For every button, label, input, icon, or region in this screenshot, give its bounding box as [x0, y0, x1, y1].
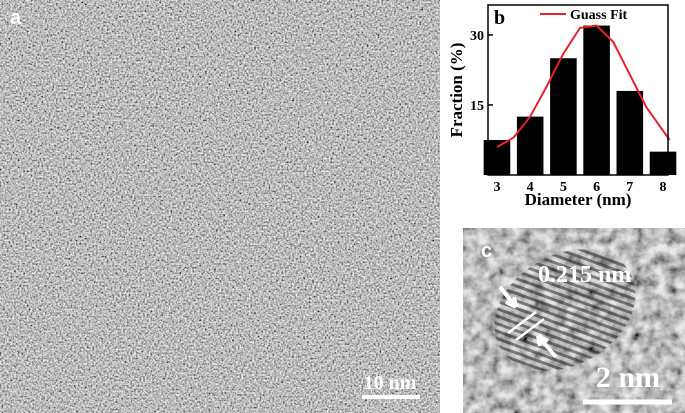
panel-label: c [481, 240, 492, 262]
x-tick-label: 4 [527, 180, 534, 195]
x-tick-label: 6 [593, 180, 600, 195]
x-tick-label: 3 [493, 180, 500, 195]
bar [516, 116, 544, 175]
panel-label: a [10, 7, 22, 29]
plot-frame [487, 4, 669, 176]
tem-image-a: a 10 nm [0, 0, 440, 413]
panel-label: b [494, 7, 505, 29]
lattice-line [507, 311, 537, 334]
lattice-spacing-label: 0.215 nm [538, 262, 631, 288]
x-tick-label: 5 [560, 180, 567, 195]
y-tick-label: 30 [470, 29, 484, 44]
bar [583, 25, 610, 175]
bar [649, 151, 677, 175]
x-tick-label: 8 [660, 180, 667, 195]
y-axis-label: Fraction (%) [447, 43, 466, 138]
y-tick-label: 15 [470, 99, 484, 114]
legend-label: Guass Fit [570, 8, 628, 23]
arrow [498, 285, 518, 309]
lattice-line [515, 318, 545, 341]
fit-line [496, 24, 671, 148]
hrtem-annotations: c 0.215 nm 2 nm [481, 240, 672, 405]
bar [550, 58, 577, 175]
histogram-chart: b Diameter (nm) Fraction (%) 3 4 5 6 7 8 15 30 G… [447, 4, 677, 209]
bar [616, 90, 644, 175]
scale-bar-label: 2 nm [596, 361, 660, 394]
x-tick-label: 7 [626, 180, 633, 195]
scale-bar-label: 10 nm [364, 372, 417, 394]
hrtem-image-c [463, 228, 685, 413]
x-axis-label: Diameter (nm) [525, 190, 632, 209]
arrow [536, 334, 558, 359]
